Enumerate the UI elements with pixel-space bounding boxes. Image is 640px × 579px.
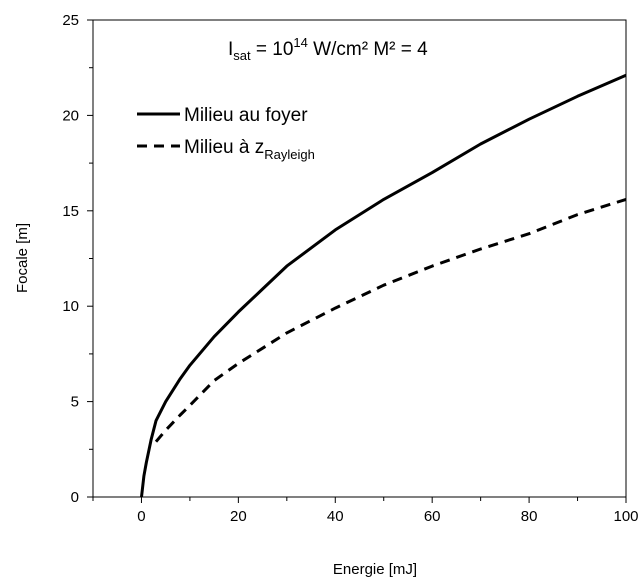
legend-label-rayleigh: Milieu à zRayleigh [184, 137, 315, 162]
annotation-text: Isat = 1014 W/cm² M² = 4 [228, 35, 428, 63]
x-tick-label: 80 [521, 508, 538, 525]
y-axis-label: Focale [m] [14, 223, 31, 293]
y-tick-label: 0 [71, 489, 79, 506]
x-tick-label: 60 [424, 508, 441, 525]
x-tick-label: 0 [137, 508, 145, 525]
y-tick-label: 15 [62, 203, 79, 220]
legend: Milieu au foyer Milieu à zRayleigh [137, 105, 315, 162]
plot-area [92, 19, 627, 498]
series-line-foyer [140, 73, 627, 498]
series-lines [140, 73, 627, 498]
x-axis-label: Energie [mJ] [333, 561, 417, 578]
axis-ticks [87, 19, 627, 503]
legend-label-foyer: Milieu au foyer [184, 105, 308, 126]
x-tick-label: 40 [327, 508, 344, 525]
y-tick-label: 10 [62, 298, 79, 315]
x-tick-label: 20 [230, 508, 247, 525]
x-tick-label: 100 [613, 508, 638, 525]
y-tick-label: 20 [62, 107, 79, 124]
axis-tick-labels: 0 20 40 60 80 100 0 5 10 15 20 25 [62, 12, 638, 525]
y-tick-label: 5 [71, 394, 79, 411]
y-tick-label: 25 [62, 12, 79, 29]
series-line-rayleigh [154, 197, 627, 443]
